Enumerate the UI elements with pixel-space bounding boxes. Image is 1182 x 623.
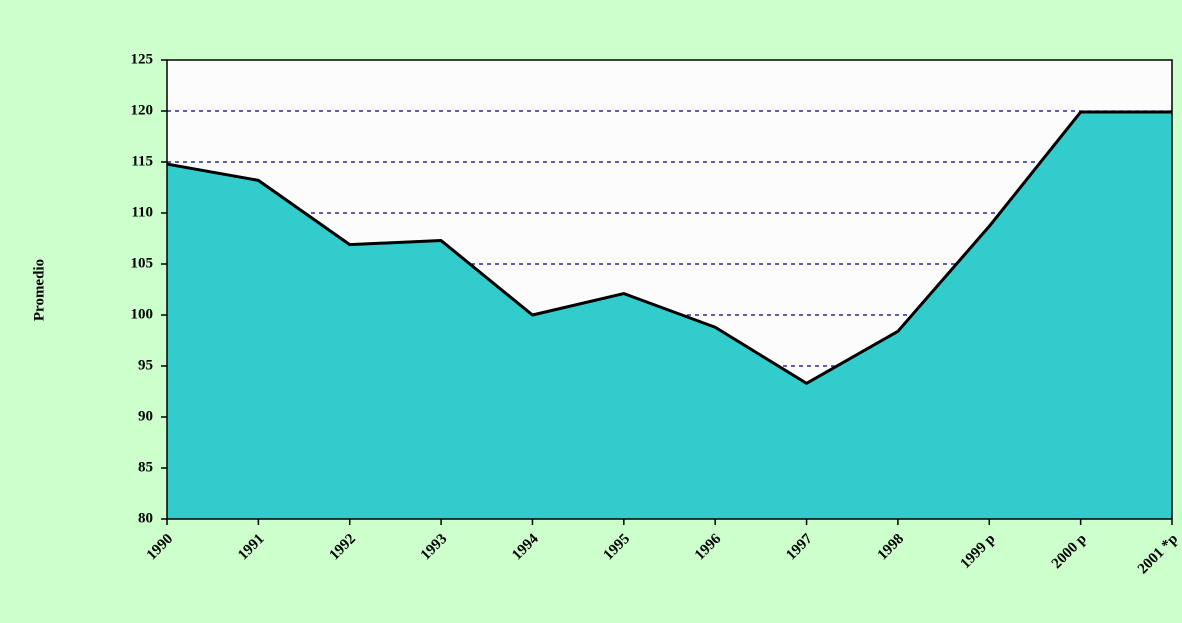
y-tick-label: 125 — [131, 51, 154, 67]
y-axis-label: Promedio — [31, 259, 47, 321]
y-tick-label: 90 — [138, 408, 153, 424]
y-tick-label: 120 — [131, 102, 154, 118]
area-line — [166, 110, 1172, 385]
plot-border — [166, 59, 1173, 520]
y-tick-label: 80 — [138, 510, 153, 526]
y-tick-label: 95 — [138, 357, 153, 373]
y-tick-label: 115 — [131, 153, 153, 169]
y-tick-label: 110 — [131, 204, 153, 220]
y-tick-label: 105 — [131, 255, 154, 271]
area — [167, 112, 1172, 520]
y-tick-label: 85 — [138, 459, 153, 475]
y-tick-label: 100 — [131, 306, 154, 322]
